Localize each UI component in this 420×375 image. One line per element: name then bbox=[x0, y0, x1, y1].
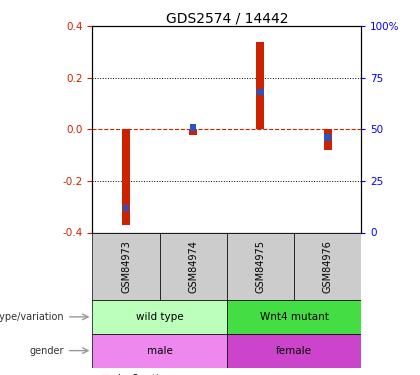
Text: log2 ratio: log2 ratio bbox=[118, 374, 164, 375]
Title: GDS2574 / 14442: GDS2574 / 14442 bbox=[165, 11, 288, 25]
Text: GSM84976: GSM84976 bbox=[323, 240, 333, 292]
Text: GSM84973: GSM84973 bbox=[121, 240, 131, 292]
Bar bbox=[324, 134, 331, 141]
Bar bbox=[294, 232, 361, 300]
Text: GSM84975: GSM84975 bbox=[255, 240, 265, 293]
Text: female: female bbox=[276, 346, 312, 355]
Text: male: male bbox=[147, 346, 173, 355]
Text: GSM84974: GSM84974 bbox=[188, 240, 198, 292]
Text: gender: gender bbox=[30, 346, 64, 355]
Bar bbox=[227, 334, 361, 368]
Bar bbox=[227, 300, 361, 334]
Bar bbox=[257, 89, 264, 96]
Bar bbox=[190, 124, 197, 130]
Bar bbox=[323, 129, 332, 150]
Bar bbox=[122, 129, 130, 225]
Bar bbox=[92, 300, 227, 334]
Text: ■: ■ bbox=[101, 374, 111, 375]
Bar bbox=[92, 334, 227, 368]
Bar bbox=[227, 232, 294, 300]
Bar bbox=[256, 42, 265, 129]
Bar bbox=[160, 232, 227, 300]
Text: genotype/variation: genotype/variation bbox=[0, 312, 64, 322]
Text: Wnt4 mutant: Wnt4 mutant bbox=[260, 312, 328, 322]
Text: wild type: wild type bbox=[136, 312, 184, 322]
Bar bbox=[92, 232, 160, 300]
Bar bbox=[123, 204, 129, 211]
Bar bbox=[189, 129, 197, 135]
